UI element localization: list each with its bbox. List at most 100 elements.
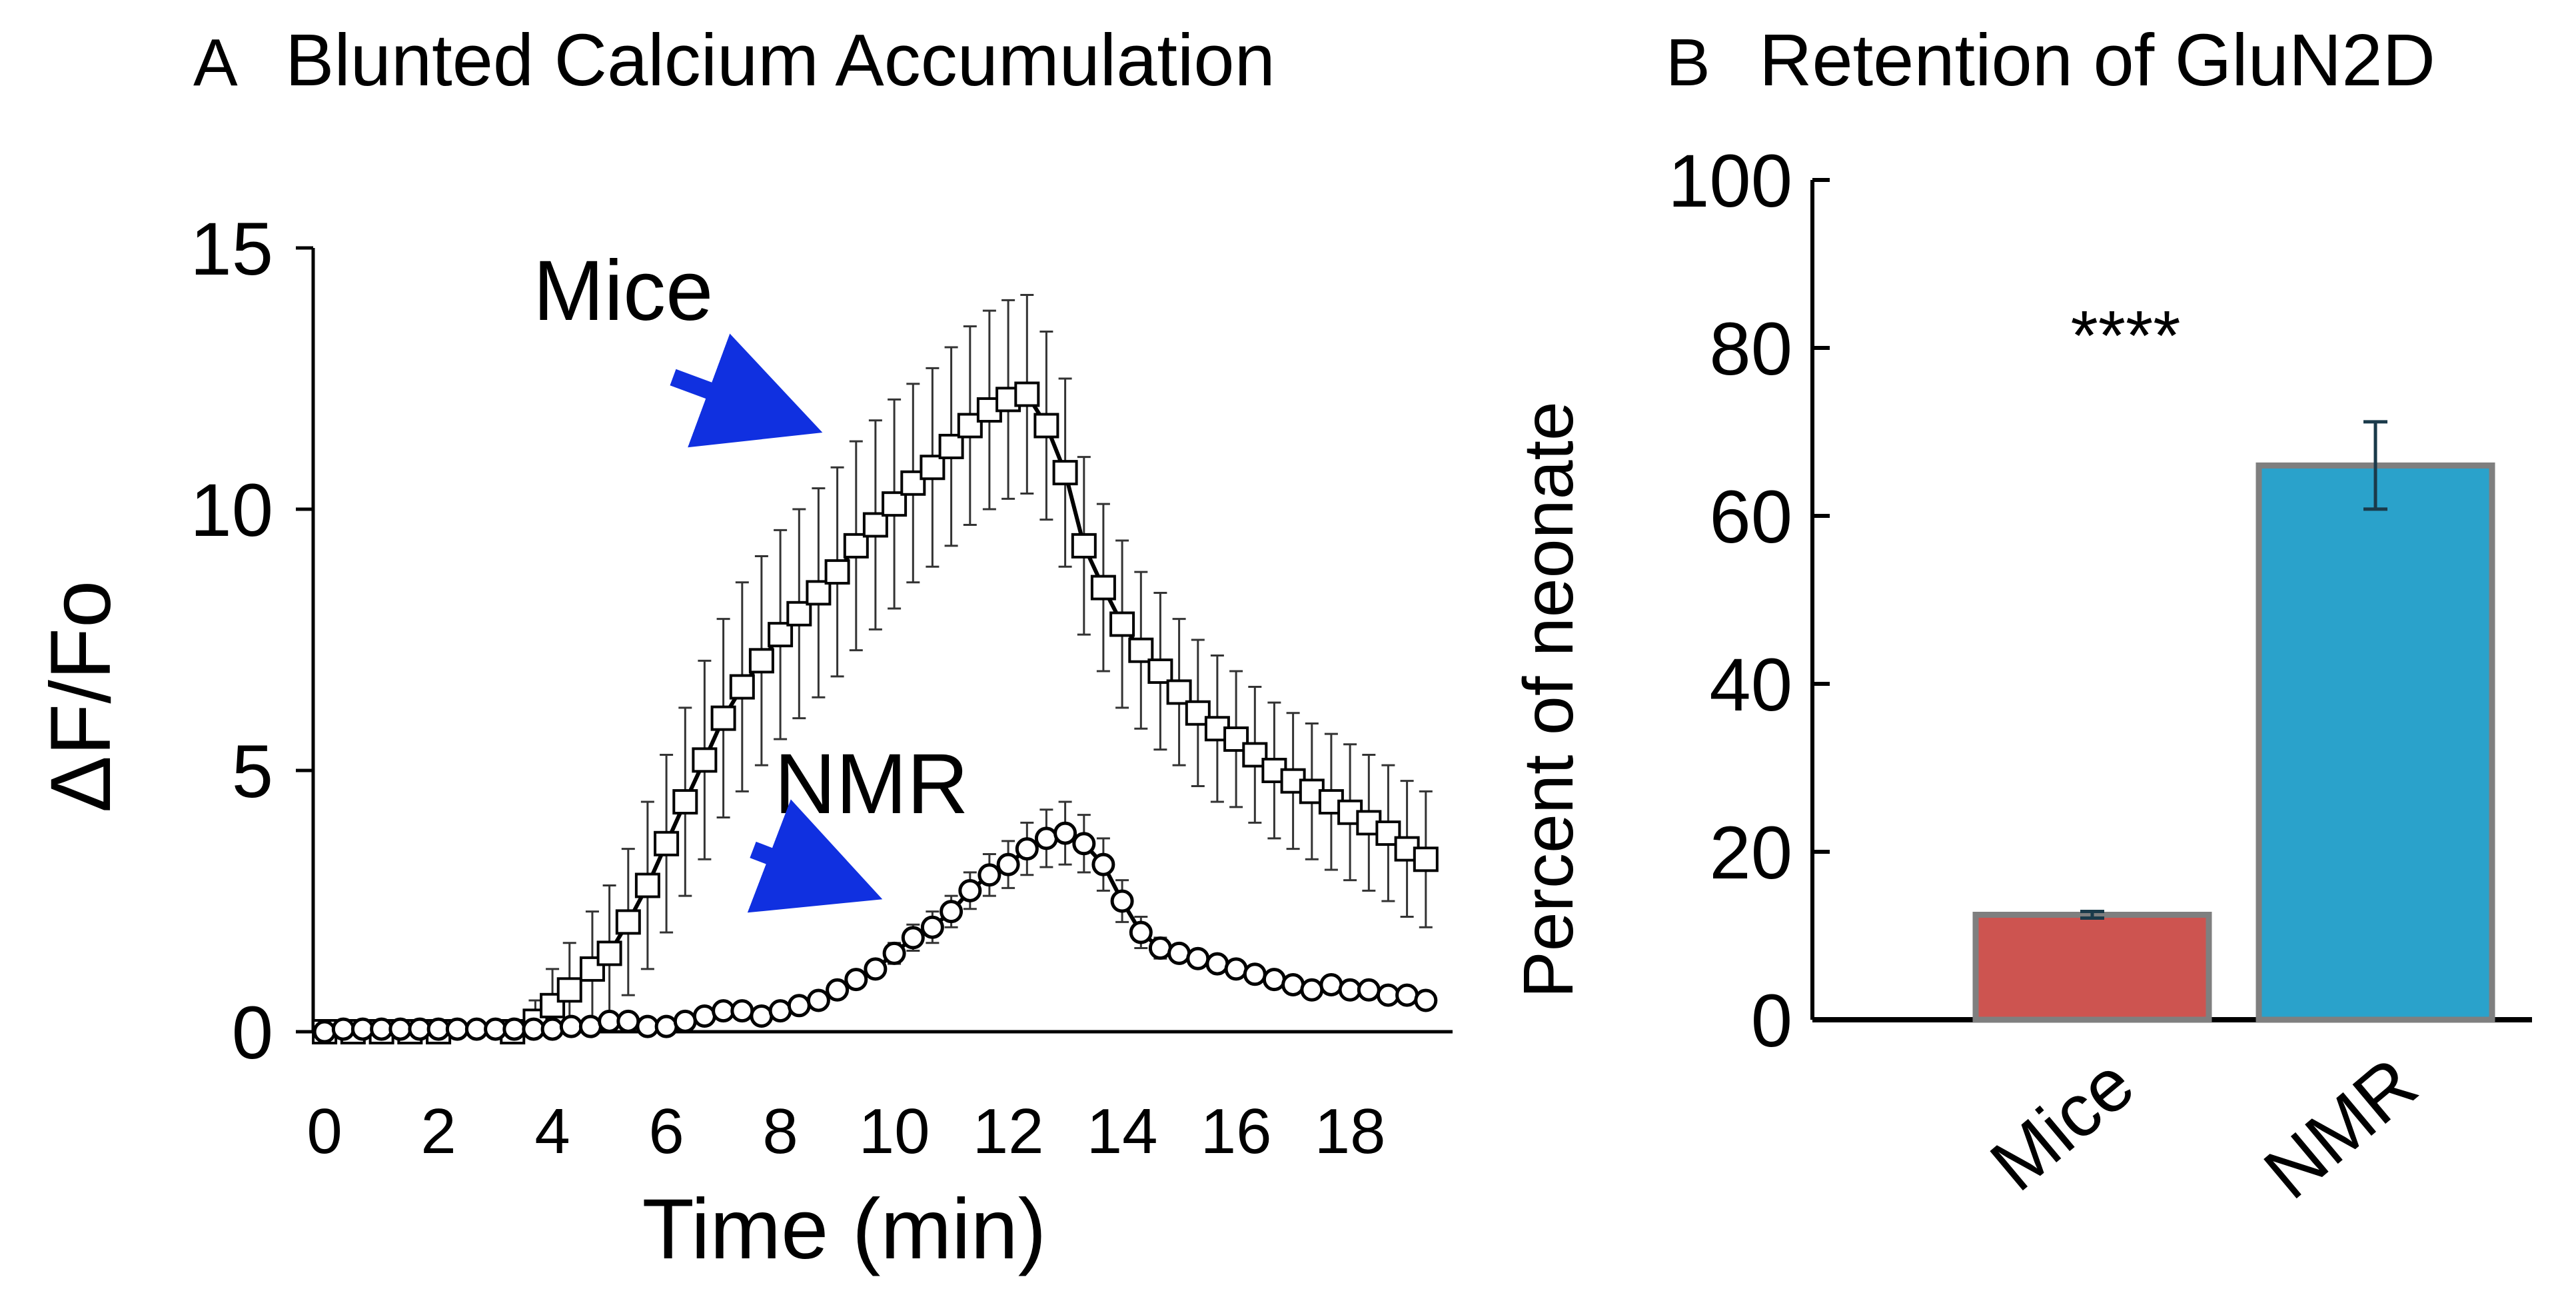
panel-a-title: Blunted Calcium Accumulation	[285, 19, 1275, 101]
mice-point	[843, 533, 869, 559]
mice-point	[768, 622, 794, 648]
y-tick-label: 100	[1668, 139, 1792, 223]
nmr-point	[616, 1009, 640, 1033]
panel-b: B Retention of GluN2D Percent of neonate…	[1509, 19, 2532, 1214]
nmr-point	[540, 1017, 564, 1041]
mice-point	[1071, 533, 1097, 559]
y-tick-label: 80	[1709, 307, 1792, 391]
nmr-point	[940, 900, 964, 924]
mice-point	[596, 940, 622, 966]
x-tick-label: 6	[648, 1096, 684, 1167]
mice-bar	[1972, 912, 2212, 1023]
mice-point	[1413, 846, 1439, 872]
mice-point	[806, 580, 832, 606]
mice-point	[938, 433, 964, 459]
nmr-point	[1205, 952, 1229, 976]
nmr-point	[1110, 889, 1134, 913]
nmr-point	[1034, 826, 1058, 850]
nmr-point	[484, 1017, 508, 1041]
nmr-point	[806, 988, 830, 1012]
nmr-point	[313, 1020, 336, 1044]
nmr-point	[1015, 837, 1039, 861]
mice-point	[710, 705, 736, 731]
nmr-point	[712, 999, 736, 1023]
x-tick-label: 14	[1087, 1096, 1158, 1167]
x-tick-label: 16	[1201, 1096, 1272, 1167]
panel-b-label: B	[1666, 25, 1710, 100]
nmr-point	[787, 994, 811, 1018]
mice-point	[1052, 460, 1078, 486]
nmr-point	[1224, 957, 1248, 981]
mice-point	[824, 559, 850, 585]
panel-a-ylabel: ΔF/Fo	[33, 581, 129, 813]
nmr-point	[882, 941, 906, 965]
nmr-point	[1072, 832, 1096, 856]
mice-point	[1033, 413, 1059, 439]
y-tick-label: 15	[190, 207, 273, 291]
nmr-point	[1319, 972, 1343, 996]
x-tick-label: 12	[973, 1096, 1044, 1167]
nmr-point	[1186, 946, 1210, 970]
panel-a-xlabel: Time (min)	[642, 1182, 1047, 1277]
x-tick-label: 8	[762, 1096, 798, 1167]
panel-b-bars: Mice NMR	[1972, 420, 2495, 1214]
nmr-point	[598, 1009, 622, 1033]
nmr-point	[559, 1014, 583, 1038]
nmr-point	[1091, 852, 1115, 876]
nmr-point	[750, 1004, 774, 1028]
nmr-point	[692, 1004, 716, 1028]
nmr-point	[388, 1017, 412, 1041]
nmr-point	[1262, 968, 1286, 992]
y-tick-label: 0	[1751, 979, 1792, 1062]
nmr-bar	[2255, 462, 2495, 1023]
nmr-point	[1300, 978, 1324, 1002]
mice-arrow-icon	[670, 333, 823, 448]
nmr-point	[768, 999, 792, 1023]
nmr-point	[920, 915, 944, 939]
nmr-point	[350, 1017, 374, 1041]
nmr-point	[1357, 978, 1381, 1002]
mice-point	[672, 789, 698, 815]
mice-annotation: Mice	[533, 243, 713, 339]
x-tick-label: 10	[859, 1096, 930, 1167]
mice-point	[882, 491, 908, 517]
nmr-annotation: NMR	[774, 736, 969, 832]
nmr-point	[502, 1017, 526, 1041]
nmr-point	[370, 1017, 394, 1041]
panel-a-axes: 0 5 10 15 0 2 4 6 8 10 12 14 16 18	[190, 207, 1453, 1167]
nmr-point	[445, 1017, 469, 1041]
x-tick-label: 2	[420, 1096, 456, 1167]
y-tick-label: 10	[190, 469, 273, 552]
mice-point	[1128, 637, 1154, 663]
nmr-point	[730, 999, 754, 1023]
nmr-point	[1053, 821, 1077, 845]
mice-point	[729, 674, 755, 700]
nmr-point	[1281, 972, 1305, 996]
nmr-point	[331, 1017, 355, 1041]
nmr-point	[826, 978, 850, 1002]
mice-point	[615, 909, 641, 935]
nmr-point	[1376, 983, 1400, 1007]
nmr-point	[996, 852, 1020, 876]
nmr-point	[1338, 978, 1362, 1002]
y-tick-label: 20	[1709, 811, 1792, 894]
panel-a-label: A	[193, 25, 238, 100]
y-tick-label: 5	[232, 730, 273, 813]
nmr-point	[1243, 962, 1267, 986]
nmr-point	[1129, 920, 1153, 944]
nmr-point	[522, 1017, 546, 1041]
panel-a: A Blunted Calcium Accumulation ΔF/Fo Tim…	[33, 19, 1453, 1277]
nmr-point	[977, 863, 1001, 887]
mice-point	[1109, 611, 1135, 637]
nmr-point	[844, 968, 868, 992]
mice-point	[1090, 575, 1116, 601]
mice-point	[556, 977, 582, 1003]
mice-point	[862, 512, 888, 538]
panel-a-series	[312, 294, 1439, 1044]
nmr-point	[901, 926, 925, 950]
nmr-point	[958, 878, 982, 902]
mice-category-label: Mice	[1975, 1042, 2149, 1207]
mice-point	[748, 648, 774, 674]
mice-point	[1166, 679, 1192, 705]
